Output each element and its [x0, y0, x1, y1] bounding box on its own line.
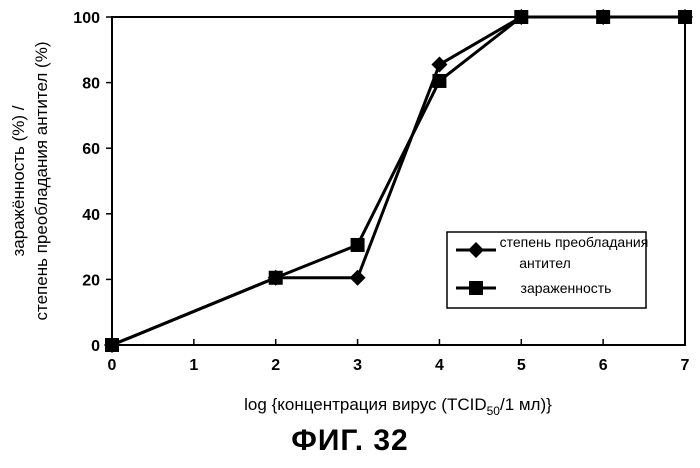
y-tick-label: 0 — [91, 338, 100, 355]
y-axis-title-line-2: степень преобладания антител (%) — [32, 42, 51, 321]
x-tick-label: 4 — [435, 357, 444, 374]
square-point — [351, 238, 365, 252]
y-tick-label: 60 — [82, 141, 100, 158]
square-point — [432, 74, 446, 88]
x-tick-label: 2 — [271, 357, 280, 374]
x-axis-title-main: log {концентрация вирус (TCID — [244, 395, 486, 414]
x-tick-label: 6 — [599, 357, 608, 374]
y-tick-label: 20 — [82, 272, 100, 289]
legend-label-infection: зараженность — [521, 280, 612, 296]
diamond-point — [431, 57, 447, 73]
square-point — [105, 338, 119, 352]
y-axis-title-line-1: заражённость (%) / — [9, 105, 28, 256]
x-axis-title: log {концентрация вирус (TCID50/1 мл)} — [244, 395, 552, 418]
x-tick-label: 7 — [681, 357, 690, 374]
x-tick-label: 0 — [108, 357, 117, 374]
legend: степень преобладания антител зараженност… — [447, 232, 648, 308]
square-point — [514, 10, 528, 24]
legend-marker-square — [469, 281, 483, 295]
y-tick-label: 100 — [73, 10, 100, 27]
x-axis-title-subscript: 50 — [487, 404, 501, 418]
diamond-point — [350, 270, 366, 286]
x-tick-label: 5 — [517, 357, 526, 374]
figure-caption: ФИГ. 32 — [0, 424, 700, 458]
legend-label-antibody-line-1: степень преобладания — [500, 234, 649, 250]
square-point — [269, 271, 283, 285]
y-tick-label: 80 — [82, 76, 100, 93]
legend-label-antibody-line-2: антител — [519, 255, 571, 271]
y-tick-label: 40 — [82, 207, 100, 224]
square-point — [678, 10, 692, 24]
y-axis-ticks: 0 20 40 60 80 100 — [73, 10, 112, 355]
x-tick-label: 3 — [353, 357, 362, 374]
x-axis-title-tail: /1 мл)} — [500, 395, 552, 414]
square-point — [596, 10, 610, 24]
x-tick-label: 1 — [189, 357, 198, 374]
